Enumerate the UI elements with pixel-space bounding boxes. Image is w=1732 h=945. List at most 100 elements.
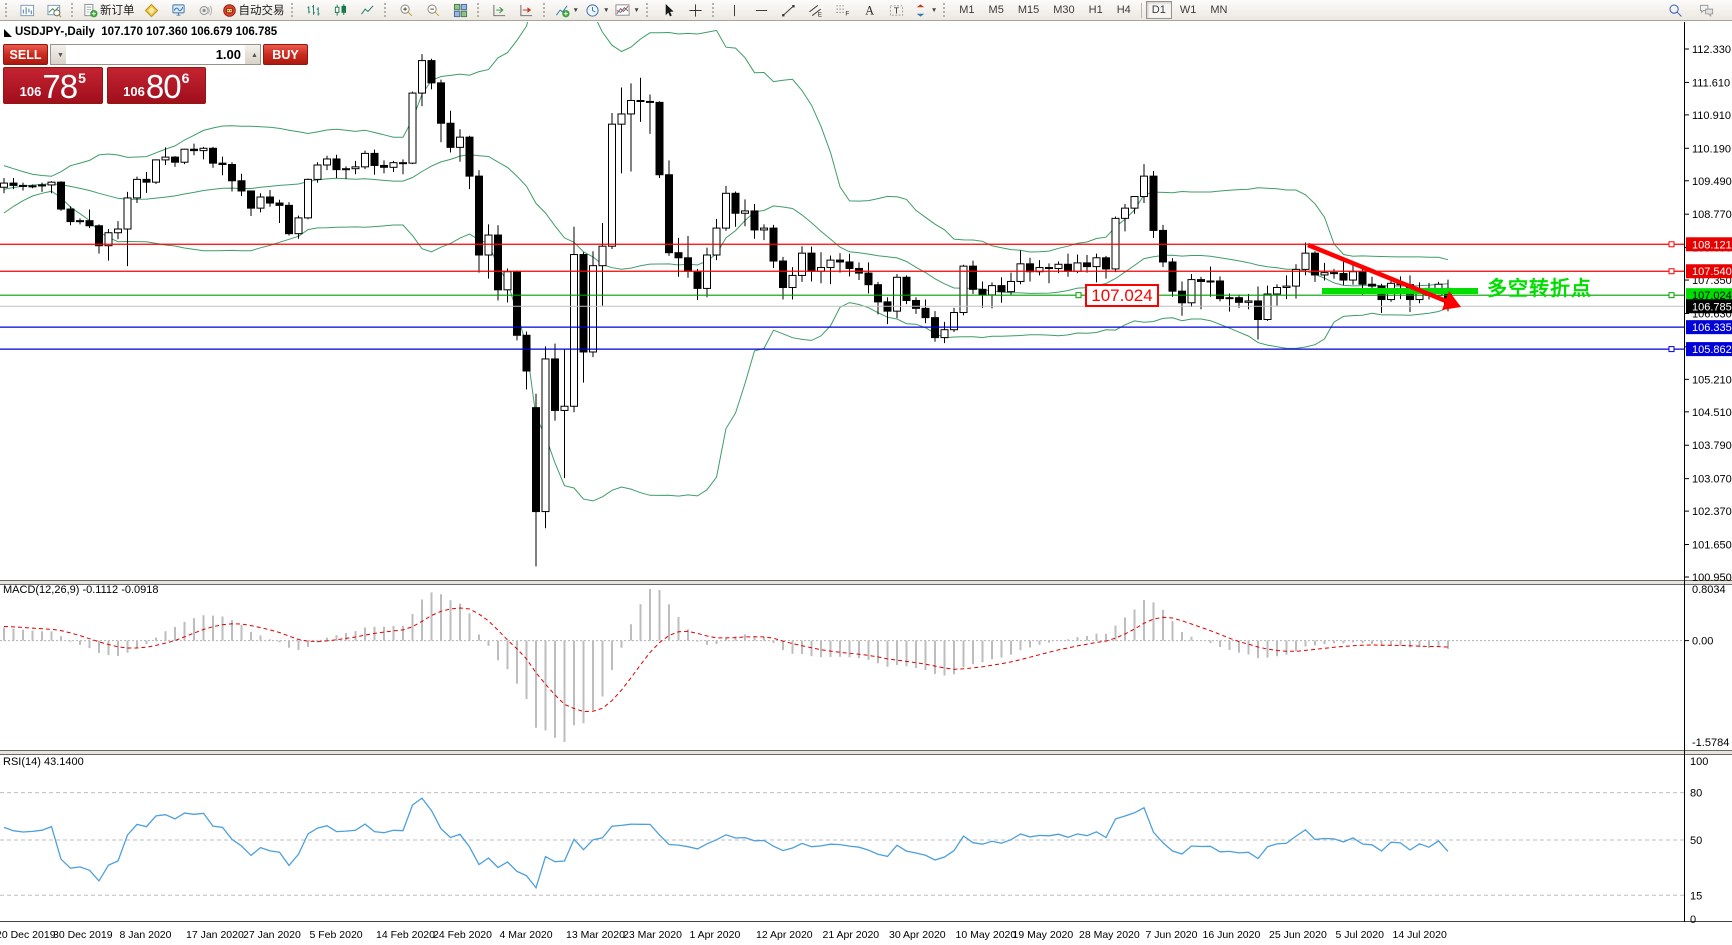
autotrading-button[interactable]: 自动交易 (219, 0, 288, 21)
equidistant-channel-button[interactable]: E (802, 0, 829, 21)
toolbar-grip[interactable] (542, 3, 549, 17)
macd-axis-label: 0.00 (1692, 636, 1713, 648)
chevron-down-icon[interactable]: ▼ (602, 6, 610, 14)
sell-price-panel[interactable]: 106 78 5 (3, 67, 103, 104)
buy-price-panel[interactable]: 106 80 6 (106, 67, 206, 104)
templates-icon (615, 3, 630, 16)
fibonacci-button[interactable]: F (829, 0, 856, 21)
indicators-list-button[interactable]: ▼ (552, 0, 582, 21)
timeframe-m15-button[interactable]: M15 (1017, 4, 1040, 16)
date-label: 24 Feb 2020 (433, 929, 492, 941)
timeframe-h1-button[interactable]: H1 (1088, 4, 1103, 16)
chevron-down-icon[interactable]: ▼ (633, 6, 640, 14)
volume-increase-button[interactable]: ▲ (245, 45, 260, 64)
timeframe-h4-button[interactable]: H4 (1116, 4, 1131, 16)
arrows-icon (916, 3, 925, 17)
vertical-line-button[interactable] (721, 0, 748, 21)
toolbar-grip[interactable] (71, 3, 77, 17)
timeframe-m1-button[interactable]: M1 (959, 4, 975, 16)
trendline-icon (781, 4, 795, 16)
toolbar-grip[interactable] (5, 3, 11, 17)
line-handle[interactable] (1668, 241, 1675, 248)
volume-decrease-button[interactable]: ▼ (51, 45, 66, 64)
price-tick-label: 112.330 (1692, 44, 1731, 56)
text-button[interactable]: A (856, 0, 883, 21)
new-chart-button[interactable] (14, 0, 41, 21)
price-tick-label: 108.770 (1692, 209, 1732, 221)
text-label-button[interactable]: T (883, 0, 910, 21)
line-handle[interactable] (1668, 346, 1675, 353)
toolbar-group (381, 0, 474, 21)
search-icon[interactable] (1662, 0, 1689, 21)
rsi-axis-label: 50 (1690, 835, 1702, 847)
zoom-in-button[interactable] (393, 0, 420, 21)
rsi-indicator-label: RSI(14) 43.1400 (3, 756, 84, 768)
templates-button[interactable]: ▼ (612, 0, 642, 21)
news-button[interactable] (192, 0, 219, 21)
toolbar-grip[interactable] (476, 3, 483, 17)
price-tick-label: 110.910 (1692, 110, 1731, 122)
rsi-axis-label: 80 (1690, 788, 1702, 800)
timeframe-w1-button[interactable]: W1 (1179, 4, 1197, 16)
macd-indicator-label: MACD(12,26,9) -0.1112 -0.0918 (3, 584, 159, 596)
chevron-down-icon[interactable]: ▼ (572, 6, 579, 14)
price-tag-107.024 (1686, 288, 1732, 303)
price-annotation-box[interactable]: 107.024 (1085, 284, 1159, 307)
crosshair-button[interactable] (682, 0, 709, 21)
chart-profiles-button[interactable] (41, 0, 68, 21)
chart-shift-button[interactable] (513, 0, 540, 21)
line-handle[interactable] (1668, 268, 1675, 275)
horizontal-line-button[interactable] (748, 0, 775, 21)
periods-icon (586, 3, 599, 17)
price-tick-label: 110.190 (1692, 143, 1731, 155)
rsi-axis-label: 15 (1690, 890, 1702, 902)
new-order-button[interactable]: 新订单 (80, 0, 138, 21)
chevron-down-icon[interactable]: ▼ (930, 6, 938, 14)
toolbar-grip[interactable] (711, 3, 718, 17)
timeframe-mn-button[interactable]: MN (1210, 4, 1228, 16)
trend-arrow-line[interactable] (1307, 242, 1447, 304)
sell-button[interactable]: SELL (3, 44, 48, 65)
candlestick-chart-type-icon (334, 3, 346, 16)
volume-input[interactable] (66, 45, 245, 64)
expert-advisors-icon (171, 3, 185, 16)
panel-resizer-rsi[interactable] (0, 751, 1732, 754)
arrows-button[interactable]: ▼ (910, 0, 940, 21)
line-handle[interactable] (1075, 292, 1082, 299)
price-tick-label: 101.650 (1692, 540, 1732, 552)
trendline-button[interactable] (775, 0, 802, 21)
toolbar-group (2, 0, 68, 21)
autotrading-button-label: 自动交易 (238, 5, 285, 17)
date-label: 4 Mar 2020 (500, 929, 553, 941)
tile-windows-button[interactable] (447, 0, 474, 21)
line-handle[interactable] (1668, 292, 1675, 299)
timeframe-d1-button[interactable]: D1 (1145, 1, 1172, 19)
line-chart-type-button[interactable] (354, 0, 381, 21)
expert-advisors-button[interactable] (165, 0, 192, 21)
price-tag-107.540 (1686, 264, 1732, 279)
toolbar-grip[interactable] (383, 3, 390, 17)
macd-axis-label: 0.8034 (1692, 584, 1726, 596)
chat-icon[interactable] (1693, 0, 1720, 21)
sell-price-sup: 5 (78, 70, 86, 86)
zoom-out-button[interactable] (420, 0, 447, 21)
toolbar-grip[interactable] (645, 3, 652, 17)
one-click-toggle-icon[interactable] (4, 29, 12, 37)
auto-scroll-button[interactable] (486, 0, 513, 21)
panel-resizer-macd[interactable] (0, 581, 1732, 584)
buy-button[interactable]: BUY (263, 44, 308, 65)
cursor-button[interactable] (655, 0, 682, 21)
metaeditor-button[interactable] (138, 0, 165, 21)
toolbar-grip[interactable] (290, 3, 297, 17)
chart-canvas[interactable]: 112.330 111.610 110.910 110.190 109.490 108.7… (0, 22, 1732, 945)
periods-button[interactable]: ▼ (582, 0, 612, 21)
timeframe-m30-button[interactable]: M30 (1053, 4, 1075, 16)
line-chart-type-icon (360, 4, 373, 15)
timeframe-m5-button[interactable]: M5 (988, 4, 1004, 16)
text-label-icon: T (889, 4, 903, 16)
candlestick-chart-type-button[interactable] (327, 0, 354, 21)
toolbar-grip[interactable] (943, 3, 949, 17)
turning-point-note[interactable]: 多空转折点 (1487, 278, 1592, 300)
bar-chart-type-button[interactable] (300, 0, 327, 21)
support-highlight-bar[interactable] (1322, 288, 1478, 294)
